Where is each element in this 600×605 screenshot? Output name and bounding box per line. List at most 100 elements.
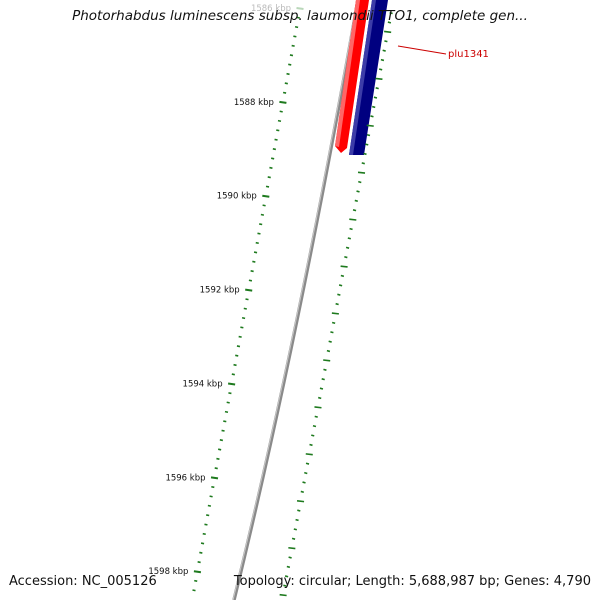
minor-tick [354, 199, 358, 203]
major-tick [331, 312, 339, 315]
tick-label: 1596 kbp [165, 473, 205, 483]
minor-tick [293, 528, 298, 531]
minor-tick [262, 204, 266, 207]
minor-tick [199, 551, 203, 554]
minor-tick [289, 54, 294, 57]
minor-tick [328, 340, 332, 343]
minor-tick [288, 63, 292, 66]
minor-tick [345, 246, 350, 249]
minor-tick [194, 579, 198, 582]
minor-tick [272, 148, 277, 151]
tick-label: 1586 kbp [251, 4, 291, 14]
minor-tick [245, 298, 249, 301]
map-title: Photorhabdus luminescens subsp. laumondi… [72, 8, 528, 24]
major-tick [375, 77, 383, 80]
minor-tick [380, 58, 385, 62]
minor-tick [221, 429, 225, 432]
minor-tick [216, 457, 220, 460]
minor-tick [337, 293, 341, 296]
major-tick [262, 194, 270, 198]
major-tick [349, 218, 357, 221]
minor-tick [259, 223, 263, 226]
minor-tick [250, 270, 254, 273]
major-tick [384, 30, 392, 34]
minor-tick [358, 180, 362, 184]
minor-tick [207, 504, 212, 507]
minor-tick [321, 378, 325, 381]
major-tick [288, 546, 296, 550]
minor-tick [257, 232, 261, 235]
minor-tick [302, 481, 306, 484]
major-tick [227, 382, 236, 386]
minor-tick [231, 373, 235, 376]
minor-tick [269, 166, 273, 169]
reverse-gene-plu1341[interactable] [349, 0, 388, 155]
feature-label[interactable]: plu1341 [448, 49, 489, 60]
minor-tick [267, 176, 271, 179]
minor-tick [277, 119, 282, 123]
minor-tick [204, 523, 208, 526]
minor-tick [226, 401, 230, 404]
minor-tick [356, 190, 360, 193]
minor-tick [192, 589, 196, 592]
major-tick [323, 359, 331, 362]
major-tick [357, 171, 366, 174]
minor-tick [224, 410, 229, 414]
minor-tick [209, 495, 213, 498]
minor-tick [305, 462, 310, 465]
minor-tick [291, 44, 295, 47]
major-tick [210, 476, 219, 480]
minor-tick [373, 96, 378, 99]
major-tick [340, 265, 348, 268]
tick-label: 1592 kbp [200, 286, 240, 296]
minor-tick [265, 185, 270, 188]
minor-tick [202, 532, 206, 536]
minor-tick [255, 241, 259, 245]
forward-gene[interactable] [335, 0, 369, 153]
minor-tick [260, 213, 265, 216]
minor-tick [293, 35, 297, 38]
minor-tick [318, 396, 322, 400]
minor-tick [252, 260, 256, 263]
minor-tick [248, 279, 253, 282]
minor-tick [319, 387, 324, 390]
feature-callout-line [397, 45, 447, 55]
tick-label: 1598 kbp [148, 567, 188, 577]
major-tick [305, 453, 313, 456]
minor-tick [236, 345, 241, 348]
major-tick [296, 7, 304, 10]
minor-tick [372, 105, 376, 109]
minor-tick [347, 237, 352, 240]
minor-tick [361, 162, 365, 165]
minor-tick [311, 434, 315, 437]
minor-tick [309, 443, 313, 447]
minor-tick [352, 209, 357, 212]
tick-label: 1588 kbp [234, 98, 274, 108]
accession-label: Accession: NC_005126 [9, 574, 157, 589]
minor-tick [219, 439, 224, 442]
minor-tick [238, 335, 242, 338]
minor-tick [387, 21, 392, 24]
minor-tick [389, 11, 393, 15]
genome-backbone [232, 0, 360, 601]
minor-tick [296, 16, 300, 19]
minor-tick [365, 143, 369, 146]
tick-label: 1594 kbp [183, 379, 223, 389]
minor-tick [344, 255, 348, 259]
minor-tick [270, 157, 275, 160]
tick-labels: 1586 kbp 1588 kbp 1590 kbp 1592 kbp 1594 kbp… [148, 4, 291, 577]
minor-tick [233, 363, 237, 367]
minor-tick [378, 68, 383, 71]
minor-tick [284, 575, 289, 578]
major-tick [366, 124, 374, 127]
major-tick [245, 288, 253, 292]
minor-tick [211, 485, 215, 489]
minor-tick [363, 152, 367, 156]
tick-label: 1590 kbp [217, 192, 257, 202]
minor-tick [282, 91, 287, 94]
minor-tick [206, 514, 210, 517]
minor-tick [295, 518, 299, 522]
minor-tick [300, 490, 304, 494]
